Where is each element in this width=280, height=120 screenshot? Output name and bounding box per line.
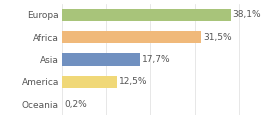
Text: 12,5%: 12,5% xyxy=(119,77,147,86)
Bar xyxy=(62,31,201,43)
Text: 38,1%: 38,1% xyxy=(232,10,261,19)
Text: 0,2%: 0,2% xyxy=(64,99,87,108)
Text: 31,5%: 31,5% xyxy=(203,33,232,42)
Bar xyxy=(62,53,140,66)
Bar xyxy=(62,76,117,88)
Bar xyxy=(62,9,230,21)
Text: 17,7%: 17,7% xyxy=(142,55,171,64)
